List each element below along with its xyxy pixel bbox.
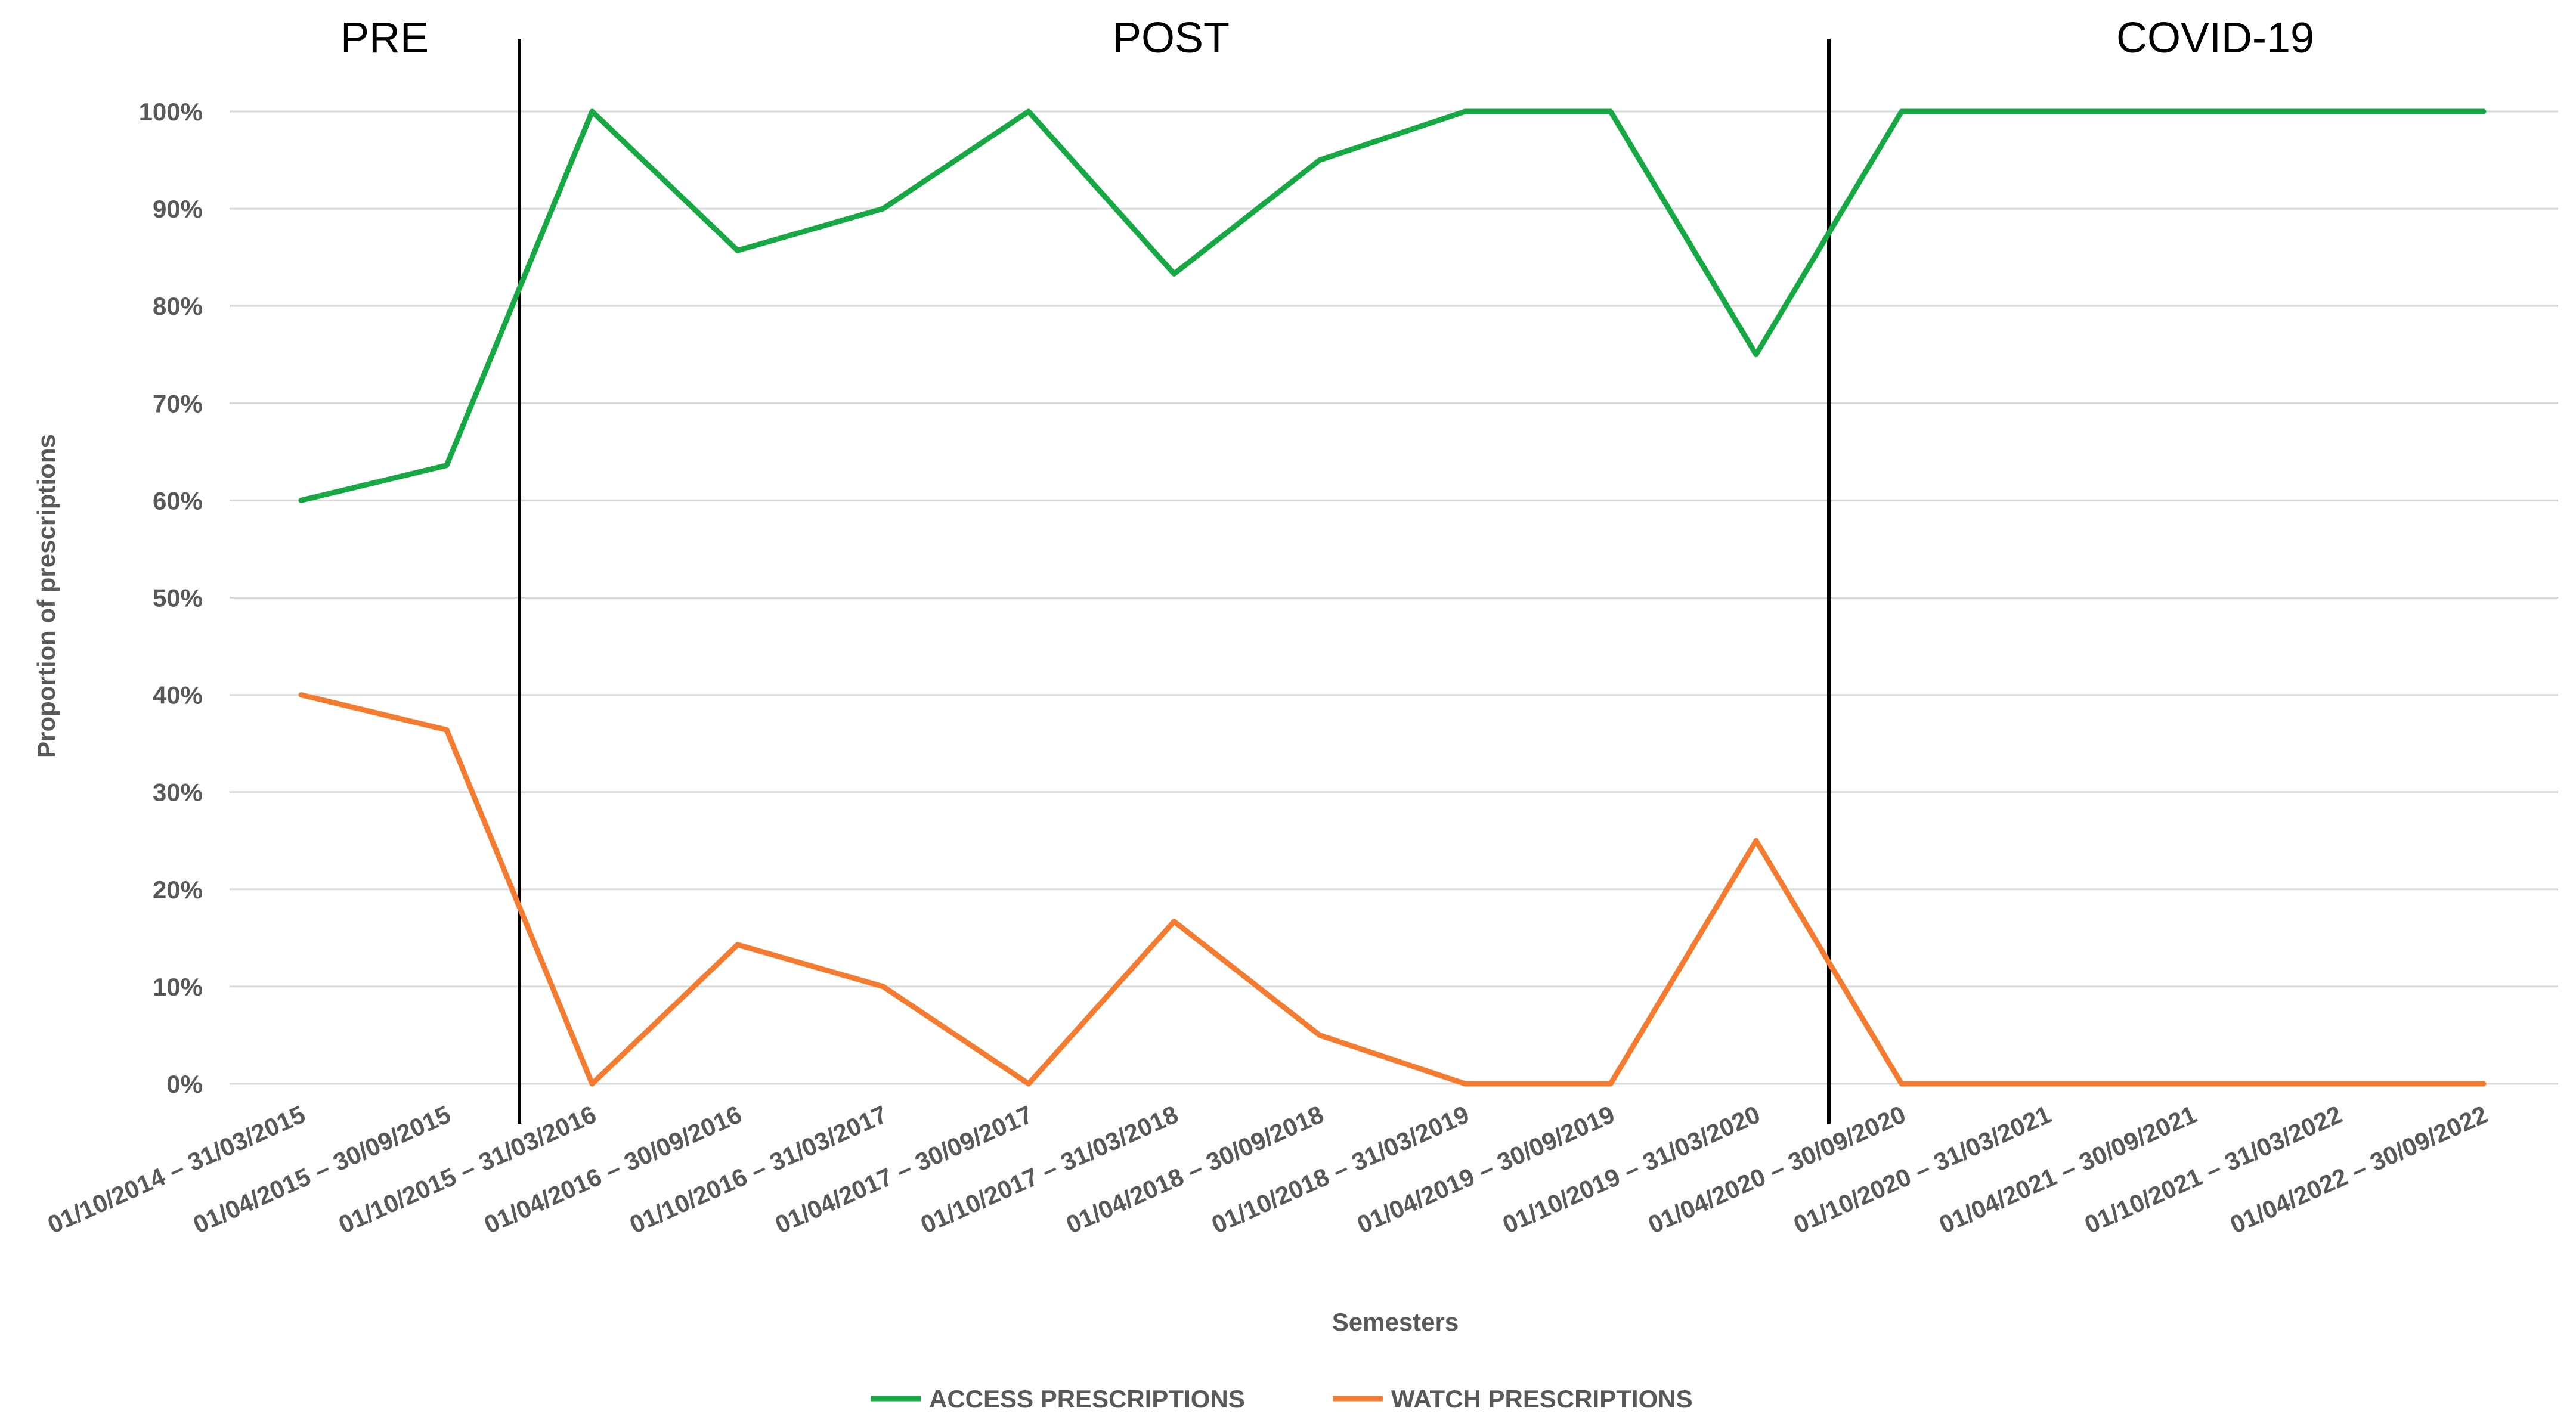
period-labels: PRE POST COVID-19 [340,14,2314,62]
legend: ACCESS PRESCRIPTIONS WATCH PRESCRIPTIONS [871,1385,1693,1413]
x-tick-label: 01/04/2021 – 30/09/2021 [1935,1100,2201,1239]
y-tick-label: 10% [153,973,203,1001]
series-line-watch [298,692,2487,1087]
y-tick-label: 40% [153,681,203,709]
gridlines [230,110,2558,1085]
x-tick-label: 01/04/2020 – 30/09/2020 [1644,1100,1910,1239]
x-tick-label: 01/04/2017 – 30/09/2017 [771,1100,1037,1239]
x-tick-label: 01/04/2015 – 30/09/2015 [189,1100,455,1239]
series-lines [298,108,2487,1087]
x-tick-label: 01/10/2016 – 31/03/2017 [626,1100,891,1239]
series-line-access [298,108,2487,503]
x-axis-title: Semesters [1332,1308,1459,1336]
x-tick-label: 01/04/2018 – 30/09/2018 [1062,1100,1328,1239]
x-tick-label: 01/10/2015 – 31/03/2016 [335,1100,600,1239]
period-label: PRE [340,14,429,62]
y-tick-label: 50% [153,584,203,612]
period-label: POST [1113,14,1230,62]
legend-label: ACCESS PRESCRIPTIONS [929,1385,1245,1413]
x-tick-label: 01/10/2018 – 31/03/2019 [1208,1100,1473,1239]
y-tick-label: 30% [153,779,203,807]
x-tick-label: 01/10/2014 – 31/03/2015 [44,1100,309,1239]
x-tick-label: 01/04/2022 – 30/09/2022 [2226,1100,2492,1239]
legend-label: WATCH PRESCRIPTIONS [1391,1385,1693,1413]
period-label: COVID-19 [2116,14,2314,62]
x-tick-label: 01/10/2019 – 31/03/2020 [1498,1100,1764,1239]
y-axis-ticks: 0% 10% 20% 30% 40% 50% 60% 70% 80% 90% 100% [139,98,203,1098]
y-tick-label: 20% [153,876,203,904]
x-tick-label: 01/10/2017 – 31/03/2018 [917,1100,1182,1239]
y-axis-title: Proportion of prescriptions [32,434,60,758]
y-tick-label: 100% [139,98,203,126]
y-tick-label: 60% [153,486,203,514]
period-dividers [518,39,1831,1124]
y-tick-label: 90% [153,195,203,223]
y-tick-label: 70% [153,389,203,417]
y-tick-label: 80% [153,292,203,320]
y-tick-label: 0% [166,1070,203,1098]
x-tick-label: 01/10/2021 – 31/03/2022 [2080,1100,2346,1239]
x-tick-label: 01/04/2019 – 30/09/2019 [1353,1100,1619,1239]
